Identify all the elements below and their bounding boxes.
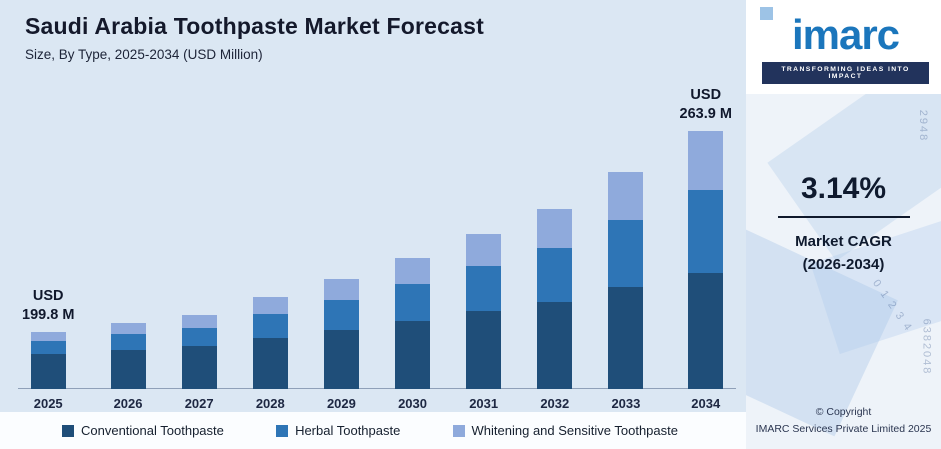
bar-segment bbox=[608, 172, 644, 220]
bar-segment bbox=[688, 131, 724, 190]
bar-segment bbox=[30, 332, 66, 341]
cagr-label: Market CAGR (2026-2034) bbox=[746, 230, 941, 277]
x-axis-label-2030: 2030 bbox=[398, 396, 427, 411]
x-axis-label-2027: 2027 bbox=[184, 396, 214, 411]
x-axis-label-2028: 2028 bbox=[255, 396, 285, 411]
bar-group-2033: 2033 bbox=[608, 68, 644, 412]
logo-wordmark: imarc bbox=[791, 11, 900, 58]
cagr-divider bbox=[777, 216, 910, 218]
stacked-bar-2025 bbox=[30, 332, 66, 389]
bar-segment bbox=[252, 297, 288, 314]
bar-segment bbox=[323, 300, 359, 330]
bar-segment bbox=[537, 248, 573, 302]
bar-segment bbox=[537, 209, 573, 248]
decorative-number: 6382048 bbox=[920, 318, 933, 376]
bar-segment bbox=[181, 315, 217, 328]
legend-swatch-icon bbox=[276, 424, 289, 437]
bar-segment bbox=[252, 314, 288, 338]
copyright-line1: © Copyright bbox=[815, 406, 872, 419]
chart-legend: Conventional Toothpaste Herbal Toothpaste… bbox=[0, 412, 746, 449]
bar-group-2026: 2026 bbox=[110, 68, 146, 412]
bar-group-2029: 2029 bbox=[323, 68, 359, 412]
legend-swatch-icon bbox=[62, 424, 74, 437]
bar-group-2032: 2032 bbox=[537, 68, 573, 412]
stacked-bar-2030 bbox=[395, 258, 431, 389]
stacked-bar-2028 bbox=[252, 297, 288, 389]
legend-label: Whitening and Sensitive Toothpaste bbox=[471, 423, 678, 438]
bar-group-2034: USD 263.9 M 2034 bbox=[680, 68, 732, 412]
bar-segment bbox=[688, 190, 724, 273]
cagr-block: 3.14% Market CAGR (2026-2034) bbox=[746, 172, 941, 277]
bar-group-2028: 2028 bbox=[252, 68, 288, 412]
x-axis-label-2034: 2034 bbox=[691, 396, 721, 411]
legend-item: Herbal Toothpaste bbox=[276, 423, 400, 438]
copyright-line2: IMARC Services Private Limited 2025 bbox=[755, 422, 932, 435]
bar-segment bbox=[110, 350, 146, 389]
logo-dot-icon bbox=[760, 7, 773, 20]
bar-segment bbox=[466, 311, 502, 389]
bar-group-2025: USD 199.8 M 2025 bbox=[22, 68, 74, 412]
stacked-bar-2033 bbox=[608, 172, 644, 389]
logo-tagline: TRANSFORMING IDEAS INTO IMPACT bbox=[762, 62, 929, 84]
bar-segment bbox=[30, 341, 66, 354]
legend-item: Whitening and Sensitive Toothpaste bbox=[452, 423, 678, 438]
bar-segment bbox=[110, 323, 146, 334]
bar-segment bbox=[688, 273, 724, 389]
stacked-bar-2034 bbox=[688, 131, 724, 389]
bar-segment bbox=[395, 258, 431, 284]
cagr-value: 3.14% bbox=[800, 172, 887, 205]
imarc-logo: imarc TRANSFORMING IDEAS INTO IMPACT bbox=[746, 0, 941, 94]
stacked-bar-2029 bbox=[323, 279, 359, 389]
stacked-bar-2032 bbox=[537, 209, 573, 389]
legend-label: Herbal Toothpaste bbox=[295, 423, 401, 438]
bar-group-2030: 2030 bbox=[395, 68, 431, 412]
bar-segment bbox=[608, 287, 644, 389]
x-axis-label-2026: 2026 bbox=[113, 396, 143, 411]
stacked-bar-2031 bbox=[466, 234, 502, 389]
bar-group-2027: 2027 bbox=[181, 68, 217, 412]
bar-segment bbox=[181, 346, 217, 389]
value-annotation-2034: USD 263.9 M bbox=[679, 87, 732, 123]
bar-segment bbox=[537, 302, 573, 389]
decorative-number: 2948 bbox=[916, 109, 929, 143]
stacked-bar-2026 bbox=[110, 323, 146, 389]
bar-segment bbox=[395, 321, 431, 389]
bar-group-2031: 2031 bbox=[466, 68, 502, 412]
legend-label: Conventional Toothpaste bbox=[81, 423, 224, 438]
bar-segment bbox=[323, 330, 359, 389]
cagr-label-line2: (2026-2034) bbox=[802, 256, 885, 274]
bar-chart: USD 199.8 M 2025 2026 2027 2028 2029 2030 2031 20… bbox=[0, 62, 746, 412]
bar-segment bbox=[395, 284, 431, 321]
chart-panel: Saudi Arabia Toothpaste Market Forecast … bbox=[0, 0, 746, 449]
bar-segment bbox=[110, 334, 146, 350]
x-axis-line bbox=[18, 388, 736, 389]
bar-segment bbox=[608, 220, 644, 287]
bar-segment bbox=[466, 234, 502, 266]
legend-item: Conventional Toothpaste bbox=[62, 423, 224, 438]
x-axis-label-2029: 2029 bbox=[326, 396, 356, 411]
stacked-bar-2027 bbox=[181, 315, 217, 389]
x-axis-label-2031: 2031 bbox=[469, 396, 499, 411]
copyright: © Copyright IMARC Services Private Limit… bbox=[746, 404, 941, 437]
bar-segment bbox=[323, 279, 359, 300]
cagr-label-line1: Market CAGR bbox=[795, 233, 892, 250]
bar-segment bbox=[181, 328, 217, 346]
chart-header: Saudi Arabia Toothpaste Market Forecast … bbox=[0, 0, 746, 62]
x-axis-label-2032: 2032 bbox=[540, 396, 570, 411]
bar-segment bbox=[466, 266, 502, 311]
bar-segment bbox=[30, 354, 66, 389]
x-axis-label-2025: 2025 bbox=[33, 396, 63, 411]
legend-swatch-icon bbox=[452, 424, 465, 437]
bar-chart-plot: USD 199.8 M 2025 2026 2027 2028 2029 2030 2031 20… bbox=[22, 68, 732, 412]
page-title: Saudi Arabia Toothpaste Market Forecast bbox=[25, 13, 484, 39]
page-subtitle: Size, By Type, 2025-2034 (USD Million) bbox=[25, 47, 263, 62]
bar-segment bbox=[252, 338, 288, 389]
x-axis-label-2033: 2033 bbox=[611, 396, 641, 411]
value-annotation-2025: USD 199.8 M bbox=[22, 288, 75, 324]
sidebar: 6382048 0 1 2 3 4 2948 imarc TRANSFORMIN… bbox=[746, 0, 941, 449]
